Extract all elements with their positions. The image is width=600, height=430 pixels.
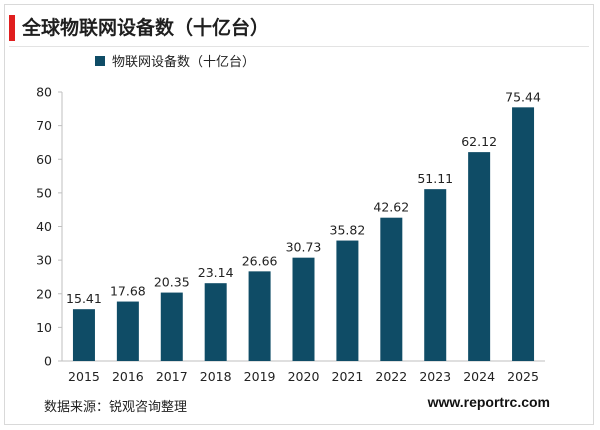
y-tick-label: 40 <box>36 219 52 234</box>
title-divider <box>9 46 589 47</box>
x-tick-label-2020: 2020 <box>288 369 320 384</box>
bar-2023 <box>424 189 447 361</box>
bar-2022 <box>380 217 403 361</box>
bar-2015 <box>72 309 95 361</box>
x-tick-label-2019: 2019 <box>244 369 276 384</box>
bar-2017 <box>160 292 183 361</box>
bar-2021 <box>336 240 359 361</box>
data-label-2020: 30.73 <box>286 240 322 255</box>
title-accent-bar <box>9 15 15 41</box>
x-tick-label-2025: 2025 <box>507 369 539 384</box>
data-label-2015: 15.41 <box>66 291 102 306</box>
x-tick-label-2017: 2017 <box>156 369 188 384</box>
data-label-2022: 42.62 <box>373 200 409 215</box>
y-tick-label: 50 <box>36 185 52 200</box>
y-tick-label: 80 <box>36 85 52 100</box>
page-title: 全球物联网设备数（十亿台） <box>22 17 270 39</box>
data-label-2019: 26.66 <box>242 253 278 268</box>
x-tick-label-2018: 2018 <box>200 369 232 384</box>
data-label-2025: 75.44 <box>505 89 541 104</box>
data-label-2024: 62.12 <box>461 134 497 149</box>
website-link[interactable]: www.reportrc.com <box>427 394 550 410</box>
bars <box>72 107 535 361</box>
y-tick-label: 60 <box>36 152 52 167</box>
data-label-2023: 51.11 <box>417 171 453 186</box>
x-tick-label-2021: 2021 <box>332 369 364 384</box>
y-tick-label: 70 <box>36 118 52 133</box>
x-tick-label-2015: 2015 <box>68 369 100 384</box>
data-label-2021: 35.82 <box>330 223 366 238</box>
data-labels: 15.41 17.68 20.35 23.14 26.66 30.73 35.82 42.62… <box>66 89 541 306</box>
legend-label: 物联网设备数（十亿台） <box>112 54 255 70</box>
bar-2020 <box>292 257 315 361</box>
x-tick-label-2016: 2016 <box>112 369 144 384</box>
source-note: 数据来源：锐观咨询整理 <box>44 400 188 415</box>
bar-2016 <box>116 301 139 361</box>
data-label-2016: 17.68 <box>110 284 146 299</box>
bar-2025 <box>512 107 535 361</box>
y-tick-label: 0 <box>44 354 52 369</box>
legend: 物联网设备数（十亿台） <box>95 54 255 70</box>
chart-frame <box>4 4 594 425</box>
data-label-2017: 20.35 <box>154 275 190 290</box>
y-tick-label: 20 <box>36 286 52 301</box>
x-tick-label-2024: 2024 <box>463 369 495 384</box>
bar-2019 <box>248 271 271 361</box>
bar-2024 <box>468 152 491 361</box>
x-tick-label-2022: 2022 <box>375 369 407 384</box>
legend-swatch <box>95 56 105 66</box>
data-label-2018: 23.14 <box>198 265 234 280</box>
bar-2018 <box>204 283 227 361</box>
y-tick-label: 30 <box>36 253 52 268</box>
x-tick-label-2023: 2023 <box>419 369 451 384</box>
y-tick-label: 10 <box>36 320 52 335</box>
